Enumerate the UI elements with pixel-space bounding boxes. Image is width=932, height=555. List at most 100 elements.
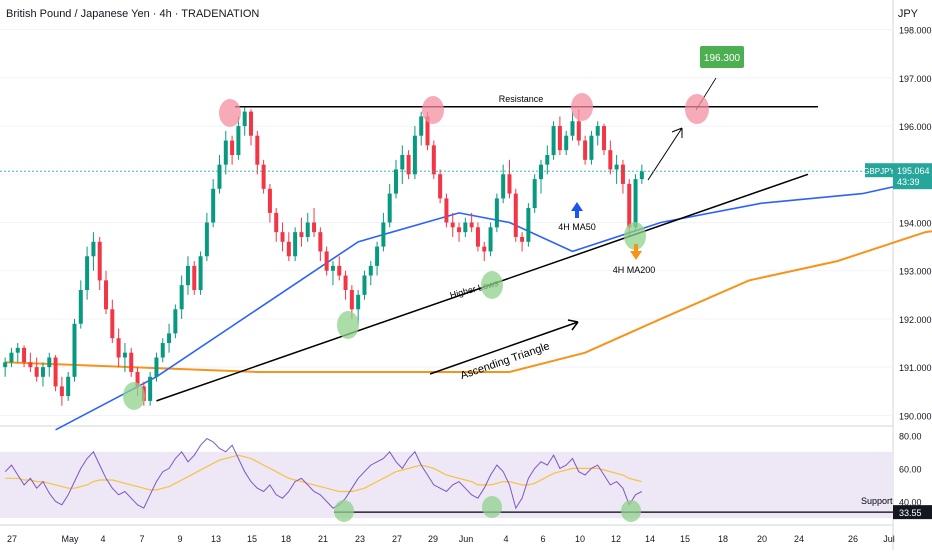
x-tick-label: 18 [281, 534, 291, 544]
higher-low-marker [337, 311, 359, 339]
candle-body [463, 222, 468, 233]
candle-body [406, 155, 411, 175]
candle-body [356, 294, 361, 310]
candle-body [299, 232, 304, 237]
currency-label: JPY [897, 8, 918, 20]
candle-body [66, 376, 71, 397]
candle-body [85, 256, 90, 290]
rsi-ma-line [5, 454, 642, 493]
candle-body [198, 256, 203, 290]
y-tick-label: 190.000 [899, 411, 932, 421]
x-tick-label: May [61, 534, 79, 544]
candle-body [475, 227, 480, 247]
candle-body [545, 155, 550, 165]
candle-body [501, 174, 506, 199]
candle-body [538, 164, 543, 180]
candle-body [47, 357, 52, 368]
candle-body [211, 188, 216, 223]
candle-body [419, 116, 424, 136]
candle-body [110, 309, 115, 339]
candle-body [602, 126, 607, 151]
candle-body [185, 265, 190, 286]
candle-body [343, 275, 348, 290]
rsi-y-tick-label: 40.00 [899, 497, 922, 507]
candle-body [400, 155, 405, 170]
y-tick-label: 197.000 [899, 74, 932, 84]
candle-body [173, 309, 178, 334]
resistance-touch-marker [422, 96, 444, 124]
candle-body [129, 352, 134, 372]
y-tick-label: 192.000 [899, 315, 932, 325]
x-tick-label: 12 [611, 534, 621, 544]
last-price-timer: 43:39 [897, 177, 920, 187]
chart-title: British Pound / Japanese Yen · 4h · TRAD… [6, 8, 260, 20]
candle-body [97, 241, 102, 281]
candle-body [160, 343, 165, 358]
candle-body [551, 126, 556, 155]
rsi-y-tick-label: 60.00 [899, 464, 922, 474]
x-tick-label: Jun [459, 534, 474, 544]
x-tick-label: 6 [540, 534, 545, 544]
candle-body [34, 367, 39, 377]
candle-body [532, 179, 537, 209]
candle-body [318, 232, 323, 252]
rsi-support-tag [893, 505, 932, 520]
candle-body [375, 246, 380, 266]
candle-body [59, 386, 64, 397]
candle-body [267, 188, 272, 213]
last-price-tag [893, 163, 932, 190]
rsi-band [0, 451, 893, 518]
y-tick-label: 198.000 [899, 26, 932, 36]
resistance-touch-marker [571, 93, 593, 121]
rsi-line [4, 437, 643, 510]
candle-body [608, 150, 613, 170]
triangle-arrow-line [429, 321, 579, 375]
candle-body [557, 126, 562, 151]
higher-low-marker [624, 222, 646, 250]
candle-body [255, 135, 260, 165]
x-tick-label: 18 [718, 534, 728, 544]
candle-body [122, 352, 127, 358]
x-tick-label: 4 [503, 534, 508, 544]
candle-body [482, 246, 487, 252]
candle-body [513, 193, 518, 237]
candle-body [425, 116, 430, 146]
resistance-label: Resistance [499, 94, 544, 104]
candle-body [507, 174, 512, 194]
candle-body [368, 265, 373, 276]
x-tick-label: 10 [575, 534, 585, 544]
symbol-tag [865, 163, 893, 178]
candle-body [3, 362, 8, 368]
ma200-label: 4H MA200 [613, 265, 656, 275]
triangle-arrow-head [567, 319, 579, 331]
candle-body [438, 174, 443, 199]
projection-arrow-head [671, 127, 683, 138]
candle-body [393, 169, 398, 194]
higher-low-marker [481, 271, 503, 299]
candle-body [431, 145, 436, 175]
x-tick-label: 14 [645, 534, 655, 544]
candle-body [381, 222, 386, 247]
higher-low-marker [123, 382, 145, 410]
x-tick-label: 20 [757, 534, 767, 544]
rsi-low-marker [334, 500, 354, 522]
candle-body [457, 227, 462, 233]
x-tick-label: 26 [848, 534, 858, 544]
candle-body [274, 212, 279, 233]
candle-body [217, 164, 222, 189]
candle-body [192, 265, 197, 290]
ma50-label: 4H MA50 [558, 222, 596, 232]
ma50-arrow-icon [571, 202, 583, 218]
candle-body [53, 357, 58, 387]
candle-body [230, 140, 235, 155]
candle-body [450, 222, 455, 228]
candle-body [469, 222, 474, 228]
candle-body [639, 171, 644, 180]
rsi-support-value: 33.55 [899, 508, 922, 518]
candle-body [40, 367, 45, 377]
last-price-value: 195.064 [897, 166, 930, 176]
candle-body [116, 338, 121, 358]
candle-body [595, 126, 600, 136]
candle-body [488, 227, 493, 252]
